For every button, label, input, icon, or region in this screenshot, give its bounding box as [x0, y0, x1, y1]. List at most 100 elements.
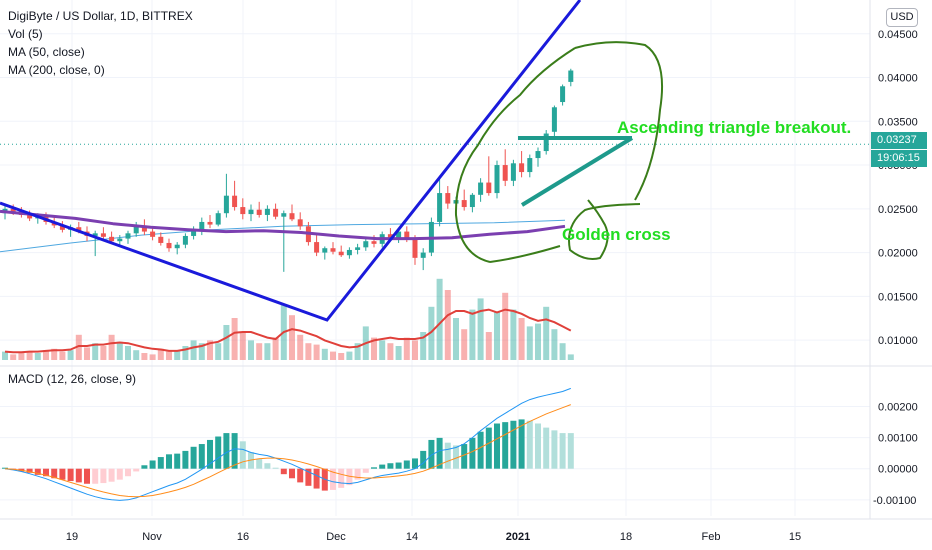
volume-bar — [469, 309, 476, 360]
macd-histogram-bar — [477, 431, 484, 469]
macd-histogram-bar — [543, 427, 550, 469]
candle — [207, 221, 213, 225]
macd-histogram-bar — [34, 468, 41, 475]
volume-bar — [67, 350, 74, 360]
macd-histogram-bar — [346, 468, 353, 486]
macd-histogram-bar — [272, 467, 279, 469]
candle — [396, 231, 402, 238]
candle — [445, 193, 451, 204]
volume-bar — [485, 332, 492, 360]
macd-histogram-bar — [420, 450, 427, 469]
candle — [355, 247, 361, 250]
candle — [281, 213, 287, 217]
candle — [297, 219, 303, 227]
macd-histogram-bar — [174, 453, 181, 469]
macd-histogram-bar — [313, 468, 320, 489]
candle — [125, 233, 131, 239]
volume-bar — [174, 350, 181, 360]
volume-bar — [551, 329, 558, 360]
macd-histogram-bar — [526, 420, 533, 469]
candle — [27, 214, 33, 219]
macd-histogram-bar — [387, 463, 394, 469]
candle — [174, 244, 180, 249]
price-tick-label: 0.02500 — [878, 204, 918, 216]
candle — [150, 231, 156, 237]
volume-bar — [157, 348, 164, 360]
macd-histogram-bar — [2, 467, 8, 469]
candle — [141, 225, 147, 232]
candle — [568, 70, 574, 82]
macd-histogram-bar — [428, 439, 435, 469]
candle — [289, 213, 295, 220]
volume-bar — [428, 306, 435, 360]
annotation-layer: Ascending triangle breakout. Golden cross — [454, 41, 851, 263]
candle — [494, 165, 500, 194]
volume-bar — [84, 347, 90, 360]
macd-histogram-bar — [141, 465, 148, 469]
legend-macd: MACD (12, 26, close, 9) — [8, 372, 137, 386]
volume-bar — [182, 346, 189, 360]
time-tick-label: 15 — [789, 531, 801, 543]
volume-layer — [2, 278, 574, 360]
candle — [535, 151, 541, 159]
annotation-ascending: Ascending triangle breakout. — [617, 118, 851, 137]
macd-histogram-bar — [559, 433, 566, 469]
macd-histogram-bar — [59, 468, 66, 480]
volume-bar — [559, 343, 566, 360]
price-tick-label: 0.03500 — [878, 116, 918, 128]
candle — [371, 241, 377, 244]
macd-histogram-bar — [567, 433, 574, 469]
volume-bar — [354, 343, 361, 360]
macd-histogram-bar — [264, 463, 271, 469]
macd-histogram-bar — [510, 420, 517, 469]
volume-bar — [494, 312, 500, 360]
macd-histogram-bar — [92, 468, 99, 484]
candle — [412, 239, 418, 258]
macd-histogram-bar — [133, 468, 140, 472]
macd-histogram-bar — [436, 437, 443, 469]
macd-histogram-bar — [403, 460, 410, 469]
macd-histogram-bar — [362, 468, 369, 473]
candle — [10, 208, 16, 212]
macd-histogram-bar — [26, 468, 33, 473]
candle — [387, 234, 393, 238]
volume-bar — [321, 348, 328, 360]
macd-histogram-bar — [518, 419, 525, 469]
macd-histogram-bar — [535, 423, 541, 469]
candle — [469, 194, 475, 208]
macd-histogram-bar — [280, 468, 287, 475]
volume-bar — [92, 343, 99, 360]
axes-layer: 0.045000.040000.035000.030000.025000.020… — [66, 29, 918, 543]
candle — [363, 241, 369, 248]
candle — [543, 133, 549, 152]
signal-line — [4, 404, 571, 498]
macd-histogram-bar — [149, 460, 156, 469]
macd-histogram-bar — [354, 468, 361, 480]
countdown-badge: 19:06:15 — [871, 150, 927, 167]
candle — [199, 221, 205, 230]
volume-ma-line — [4, 308, 572, 354]
volume-bar — [43, 350, 49, 360]
macd-histogram-bar — [198, 444, 205, 469]
volume-bar — [141, 353, 148, 360]
candle — [215, 213, 221, 225]
macd-histogram-bar — [444, 442, 451, 469]
candle — [404, 231, 410, 240]
macd-histogram-bar — [453, 445, 459, 469]
macd-histogram-bar — [502, 422, 509, 469]
price-tick-label: 0.04500 — [878, 29, 918, 41]
currency-button[interactable]: USD — [886, 8, 918, 27]
annotation-golden: Golden cross — [562, 225, 671, 244]
candle — [59, 225, 65, 230]
candle — [519, 163, 525, 173]
volume-bar — [346, 351, 353, 360]
volume-bar — [198, 343, 205, 360]
volume-bar — [371, 337, 377, 360]
macd-histogram-bar — [289, 468, 295, 479]
volume-bar — [272, 337, 279, 360]
candle — [314, 242, 320, 253]
candle — [232, 195, 238, 208]
candle — [240, 207, 246, 215]
candle — [560, 86, 566, 103]
